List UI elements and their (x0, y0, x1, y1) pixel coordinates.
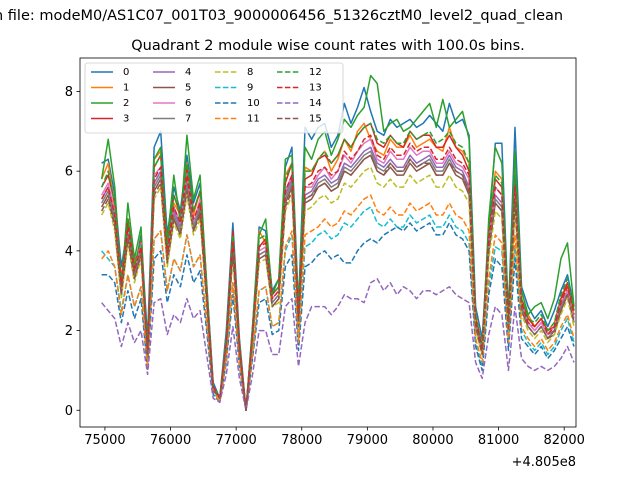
x-tick-label: 76000 (150, 433, 191, 448)
legend-label-9: 9 (247, 83, 253, 94)
series-line-8 (100, 166, 575, 412)
legend-label-6: 6 (185, 98, 191, 109)
y-tick-label: 8 (65, 85, 73, 100)
legend-label-3: 3 (123, 114, 129, 125)
series-line-12 (100, 122, 575, 412)
x-tick-label: 77000 (215, 433, 256, 448)
series-line-11 (101, 194, 575, 412)
x-tick-label: 75000 (84, 433, 125, 448)
x-tick-label: 79000 (347, 433, 388, 448)
legend-label-7: 7 (185, 114, 191, 125)
legend-label-2: 2 (123, 98, 129, 109)
y-tick-label: 0 (65, 404, 73, 419)
legend-label-14: 14 (309, 98, 322, 109)
x-tick-label: 82000 (544, 433, 585, 448)
legend-label-11: 11 (247, 114, 260, 125)
legend-label-1: 1 (123, 83, 129, 94)
legend-box (84, 62, 344, 134)
y-tick-label: 2 (65, 324, 73, 339)
y-tick-label: 6 (65, 165, 73, 180)
legend-label-5: 5 (185, 83, 191, 94)
legend-label-12: 12 (309, 67, 322, 78)
figure-suptitle: n file: modeM0/AS1C07_001T03_9000006456_… (0, 8, 563, 24)
y-tick-label: 4 (65, 244, 73, 259)
legend-label-8: 8 (247, 67, 253, 78)
series-line-13 (100, 134, 575, 412)
legend-label-13: 13 (309, 83, 322, 94)
series-line-10 (101, 222, 575, 412)
x-tick-label: 81000 (478, 433, 519, 448)
series-group (100, 74, 575, 412)
axes-frame (79, 57, 577, 428)
plot-area (100, 74, 575, 412)
legend-label-10: 10 (247, 98, 260, 109)
x-tick-label: 80000 (412, 433, 453, 448)
x-tick-label: 78000 (281, 433, 322, 448)
chart-title: Quadrant 2 module wise count rates with … (131, 38, 525, 54)
x-offset-text: +4.805e8 (512, 455, 576, 470)
legend-label-15: 15 (309, 114, 322, 125)
legend-label-4: 4 (185, 67, 191, 78)
series-line-14 (101, 278, 575, 412)
legend-label-0: 0 (123, 67, 129, 78)
series-line-15 (100, 154, 575, 412)
axes: 75000 76000 77000 78000 79000 80000 81000 82000… (65, 57, 585, 448)
